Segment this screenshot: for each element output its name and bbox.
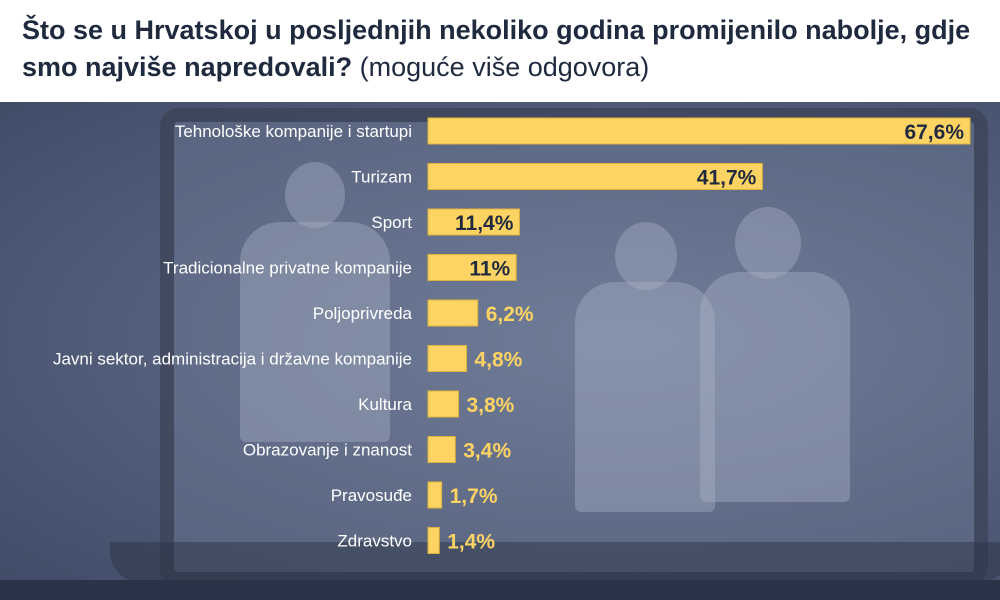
value-label: 3,8% [466,394,514,417]
value-label: 11% [469,258,510,281]
figure-body-background [575,282,715,512]
category-label: Tradicionalne privatne kompanije [163,259,412,278]
value-label: 4,8% [474,349,522,372]
figure-head-background [615,222,677,290]
category-label: Pravosuđe [331,486,412,505]
value-label: 67,6% [904,121,964,144]
value-label: 6,2% [486,303,534,326]
value-label: 41,7% [697,167,757,190]
chart-title-main: Što se u Hrvatskoj u posljednjih nekolik… [22,15,971,82]
figure-body-background [240,222,390,442]
bar [427,117,971,145]
category-label: Poljoprivreda [313,304,413,323]
bar [427,163,763,190]
bar [427,299,479,327]
chart-area: Tehnološke kompanije i startupi 67,6% Turi… [0,102,1000,600]
chart-title: Što se u Hrvatskoj u posljednjih nekolik… [22,12,982,86]
bottom-strip [0,580,1000,600]
value-label: 1,4% [447,531,495,554]
figure-head-background [285,162,345,228]
value-label: 1,7% [450,485,498,508]
bar [427,208,520,236]
bar [427,481,443,509]
bar [427,436,456,463]
chart-title-note: (moguće više odgovora) [359,52,650,82]
value-label: 3,4% [463,440,511,463]
laptop-base-background-image [110,542,1000,582]
figure-body-background [700,272,850,502]
header: Što se u Hrvatskoj u posljednjih nekolik… [0,0,1000,102]
figure-head-background [735,207,801,279]
bar [427,390,459,418]
bar [427,527,440,554]
horizontal-bar-chart: Tehnološke kompanije i startupi 67,6% Turi… [53,117,971,554]
category-label: Sport [371,213,412,232]
value-label: 11,4% [455,212,514,235]
category-label: Kultura [358,395,412,414]
bar [427,254,517,281]
category-label: Obrazovanje i znanost [243,441,412,460]
category-label: Tehnološke kompanije i startupi [175,122,412,141]
category-label: Zdravstvo [337,532,412,551]
category-label: Turizam [351,168,412,187]
bar [427,345,467,372]
category-label: Javni sektor, administracija i državne k… [53,350,412,369]
